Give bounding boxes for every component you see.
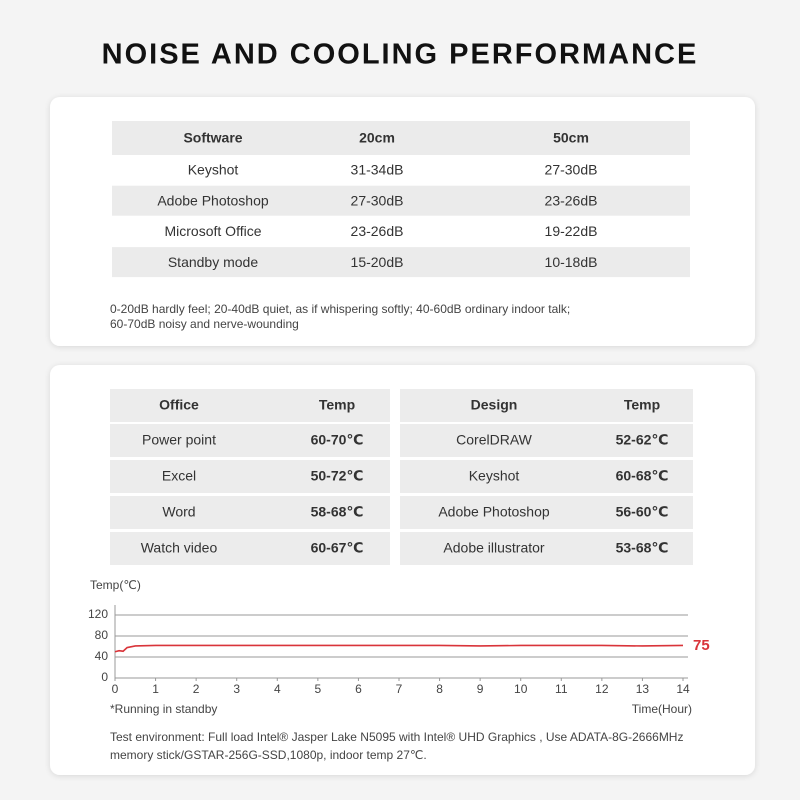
test-environment: Test environment: Full load Intel® Jaspe… — [110, 730, 683, 744]
table-cell: 56-60℃ — [616, 504, 669, 520]
x-tick-label: 11 — [555, 682, 568, 696]
page-title: NOISE AND COOLING PERFORMANCE — [102, 39, 699, 71]
table-cell: Adobe Photoshop — [157, 192, 269, 208]
noise-card — [50, 97, 755, 346]
table-cell: 50-72℃ — [311, 468, 364, 484]
y-axis-label: Temp(℃) — [90, 578, 141, 592]
table-cell: Adobe illustrator — [443, 540, 545, 556]
x-tick-label: 3 — [233, 682, 240, 696]
table-row-bg — [110, 389, 390, 422]
table-cell: 27-30dB — [545, 162, 598, 178]
table-row-bg — [400, 424, 693, 457]
temp-line — [114, 644, 684, 653]
x-tick-label: 9 — [477, 682, 484, 696]
y-tick-label: 0 — [101, 670, 108, 684]
table-row-bg — [400, 460, 693, 493]
x-tick-label: 13 — [636, 682, 650, 696]
table-cell: 19-22dB — [545, 223, 598, 239]
table-cell: Excel — [162, 468, 196, 484]
table-cell: CorelDRAW — [456, 432, 532, 448]
table-cell: 60-70℃ — [311, 432, 364, 448]
x-tick-label: 4 — [274, 682, 281, 696]
note: 60-70dB noisy and nerve-wounding — [110, 317, 299, 331]
x-axis-label: Time(Hour) — [632, 702, 692, 716]
table-cell: 53-68℃ — [616, 540, 669, 556]
table-row-bg — [110, 532, 390, 565]
table-cell: Keyshot — [469, 468, 520, 484]
table-header: Temp — [319, 397, 355, 413]
table-cell: 15-20dB — [351, 254, 404, 270]
table-cell: Power point — [142, 432, 216, 448]
table-header: 20cm — [359, 130, 395, 146]
table-header: 50cm — [553, 130, 589, 146]
table-header-bg — [112, 121, 690, 155]
y-tick-label: 120 — [88, 607, 108, 621]
table-row-bg — [112, 247, 690, 278]
table-row-bg — [110, 424, 390, 457]
y-tick-label: 40 — [95, 649, 109, 663]
table-cell: Watch video — [141, 540, 218, 556]
table-row-bg — [400, 389, 693, 422]
x-tick-label: 7 — [396, 682, 403, 696]
x-tick-label: 2 — [193, 682, 200, 696]
table-cell: 60-67℃ — [311, 540, 364, 556]
table-cell: 27-30dB — [351, 192, 404, 208]
table-cell: 60-68℃ — [616, 468, 669, 484]
table-cell: 31-34dB — [351, 162, 404, 178]
table-header: Temp — [624, 397, 660, 413]
table-header: Design — [471, 397, 518, 413]
test-environment: memory stick/GSTAR-256G-SSD,1080p, indoo… — [110, 748, 427, 762]
x-tick-label: 12 — [595, 682, 609, 696]
chart-note: *Running in standby — [110, 702, 217, 716]
x-tick-label: 1 — [152, 682, 159, 696]
table-cell: Standby mode — [168, 254, 258, 270]
table-row-bg — [110, 496, 390, 529]
table-cell: 52-62℃ — [616, 432, 669, 448]
table-row-bg — [110, 460, 390, 493]
x-tick-label: 14 — [676, 682, 690, 696]
table-header: Software — [183, 130, 242, 146]
x-tick-label: 8 — [436, 682, 443, 696]
table-cell: Adobe Photoshop — [438, 504, 550, 520]
table-row-bg — [112, 185, 690, 216]
table-cell: 23-26dB — [545, 192, 598, 208]
table-row-bg — [400, 532, 693, 565]
table-cell: Word — [162, 504, 195, 520]
table-row-bg — [400, 496, 693, 529]
table-cell: 58-68℃ — [311, 504, 364, 520]
x-tick-label: 5 — [315, 682, 322, 696]
note: 0-20dB hardly feel; 20-40dB quiet, as if… — [110, 302, 570, 316]
annotation: 75 — [693, 637, 710, 654]
table-cell: 10-18dB — [545, 254, 598, 270]
table-cell: 23-26dB — [351, 223, 404, 239]
table-cell: Keyshot — [188, 162, 239, 178]
y-tick-label: 80 — [95, 628, 109, 642]
table-cell: Microsoft Office — [165, 223, 262, 239]
x-tick-label: 0 — [112, 682, 119, 696]
table-header: Office — [159, 397, 199, 413]
x-tick-label: 6 — [355, 682, 362, 696]
x-tick-label: 10 — [514, 682, 528, 696]
